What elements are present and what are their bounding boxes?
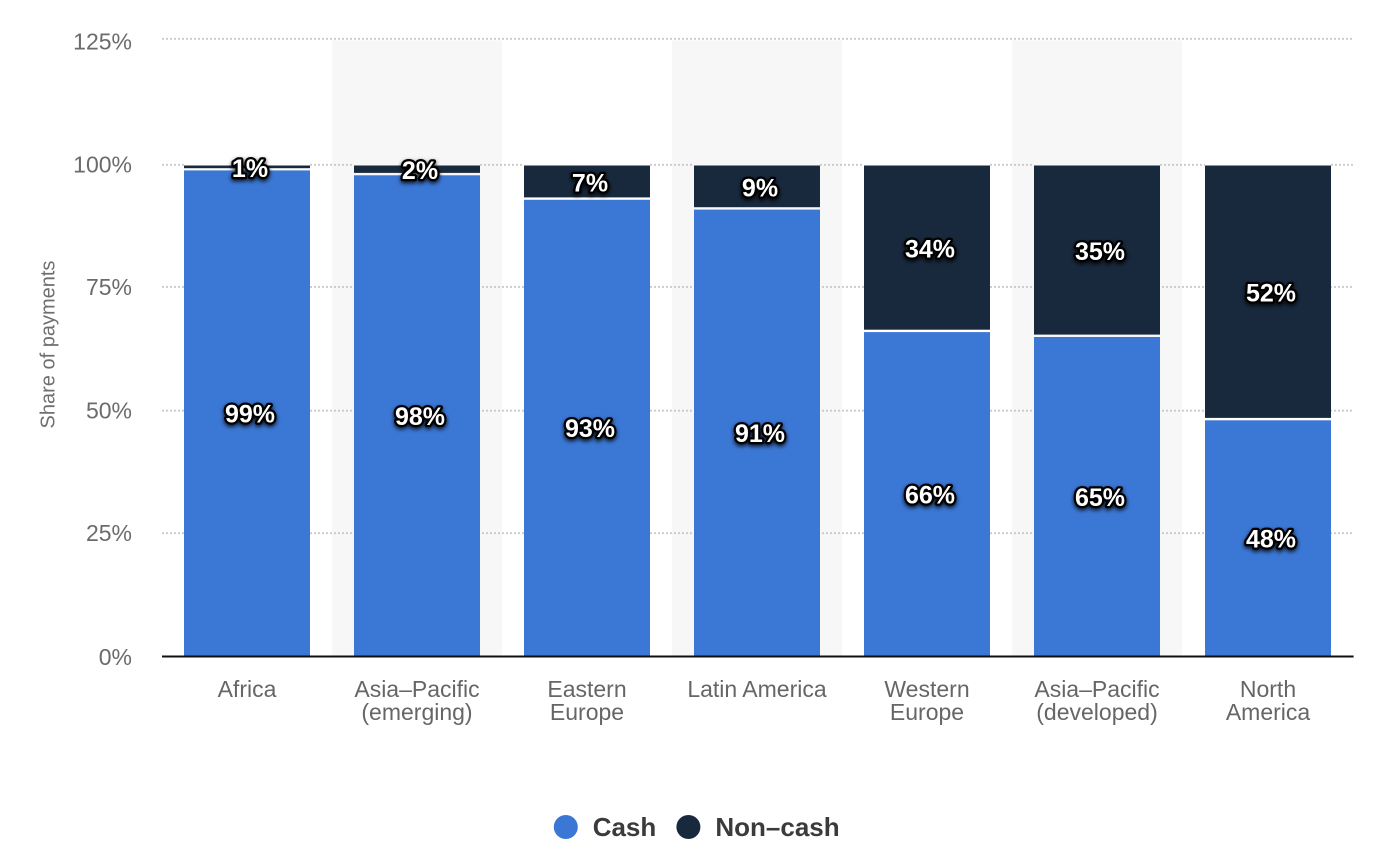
- svg-text:Western: Western: [884, 676, 969, 702]
- svg-text:100%: 100%: [73, 152, 132, 178]
- svg-text:98%: 98%: [395, 403, 445, 431]
- svg-text:25%: 25%: [86, 520, 132, 546]
- svg-text:North: North: [1240, 676, 1296, 702]
- svg-text:75%: 75%: [86, 274, 132, 300]
- svg-text:Latin America: Latin America: [687, 676, 827, 702]
- svg-text:91%: 91%: [735, 420, 785, 448]
- svg-text:(emerging): (emerging): [361, 699, 472, 725]
- svg-text:34%: 34%: [905, 236, 955, 264]
- svg-text:Europe: Europe: [890, 699, 964, 725]
- svg-text:66%: 66%: [905, 481, 955, 509]
- svg-text:(developed): (developed): [1036, 699, 1157, 725]
- svg-text:93%: 93%: [565, 415, 615, 443]
- svg-text:2%: 2%: [402, 157, 438, 185]
- svg-text:9%: 9%: [742, 174, 778, 202]
- svg-text:99%: 99%: [225, 400, 275, 428]
- svg-text:52%: 52%: [1246, 280, 1296, 308]
- svg-text:Asia–Pacific: Asia–Pacific: [1034, 676, 1159, 702]
- svg-text:Africa: Africa: [218, 676, 277, 702]
- svg-text:65%: 65%: [1075, 484, 1125, 512]
- svg-text:35%: 35%: [1075, 238, 1125, 266]
- svg-text:7%: 7%: [572, 169, 608, 197]
- svg-text:America: America: [1226, 699, 1311, 725]
- svg-text:125%: 125%: [73, 29, 132, 55]
- svg-text:Non–cash: Non–cash: [715, 812, 839, 842]
- svg-text:48%: 48%: [1246, 525, 1296, 553]
- svg-text:50%: 50%: [86, 398, 132, 424]
- svg-text:Asia–Pacific: Asia–Pacific: [354, 676, 479, 702]
- svg-text:Europe: Europe: [550, 699, 624, 725]
- svg-text:Share of payments: Share of payments: [38, 261, 60, 429]
- svg-text:0%: 0%: [99, 644, 132, 670]
- svg-text:Cash: Cash: [593, 812, 657, 842]
- svg-text:1%: 1%: [232, 155, 268, 183]
- svg-text:Eastern: Eastern: [547, 676, 626, 702]
